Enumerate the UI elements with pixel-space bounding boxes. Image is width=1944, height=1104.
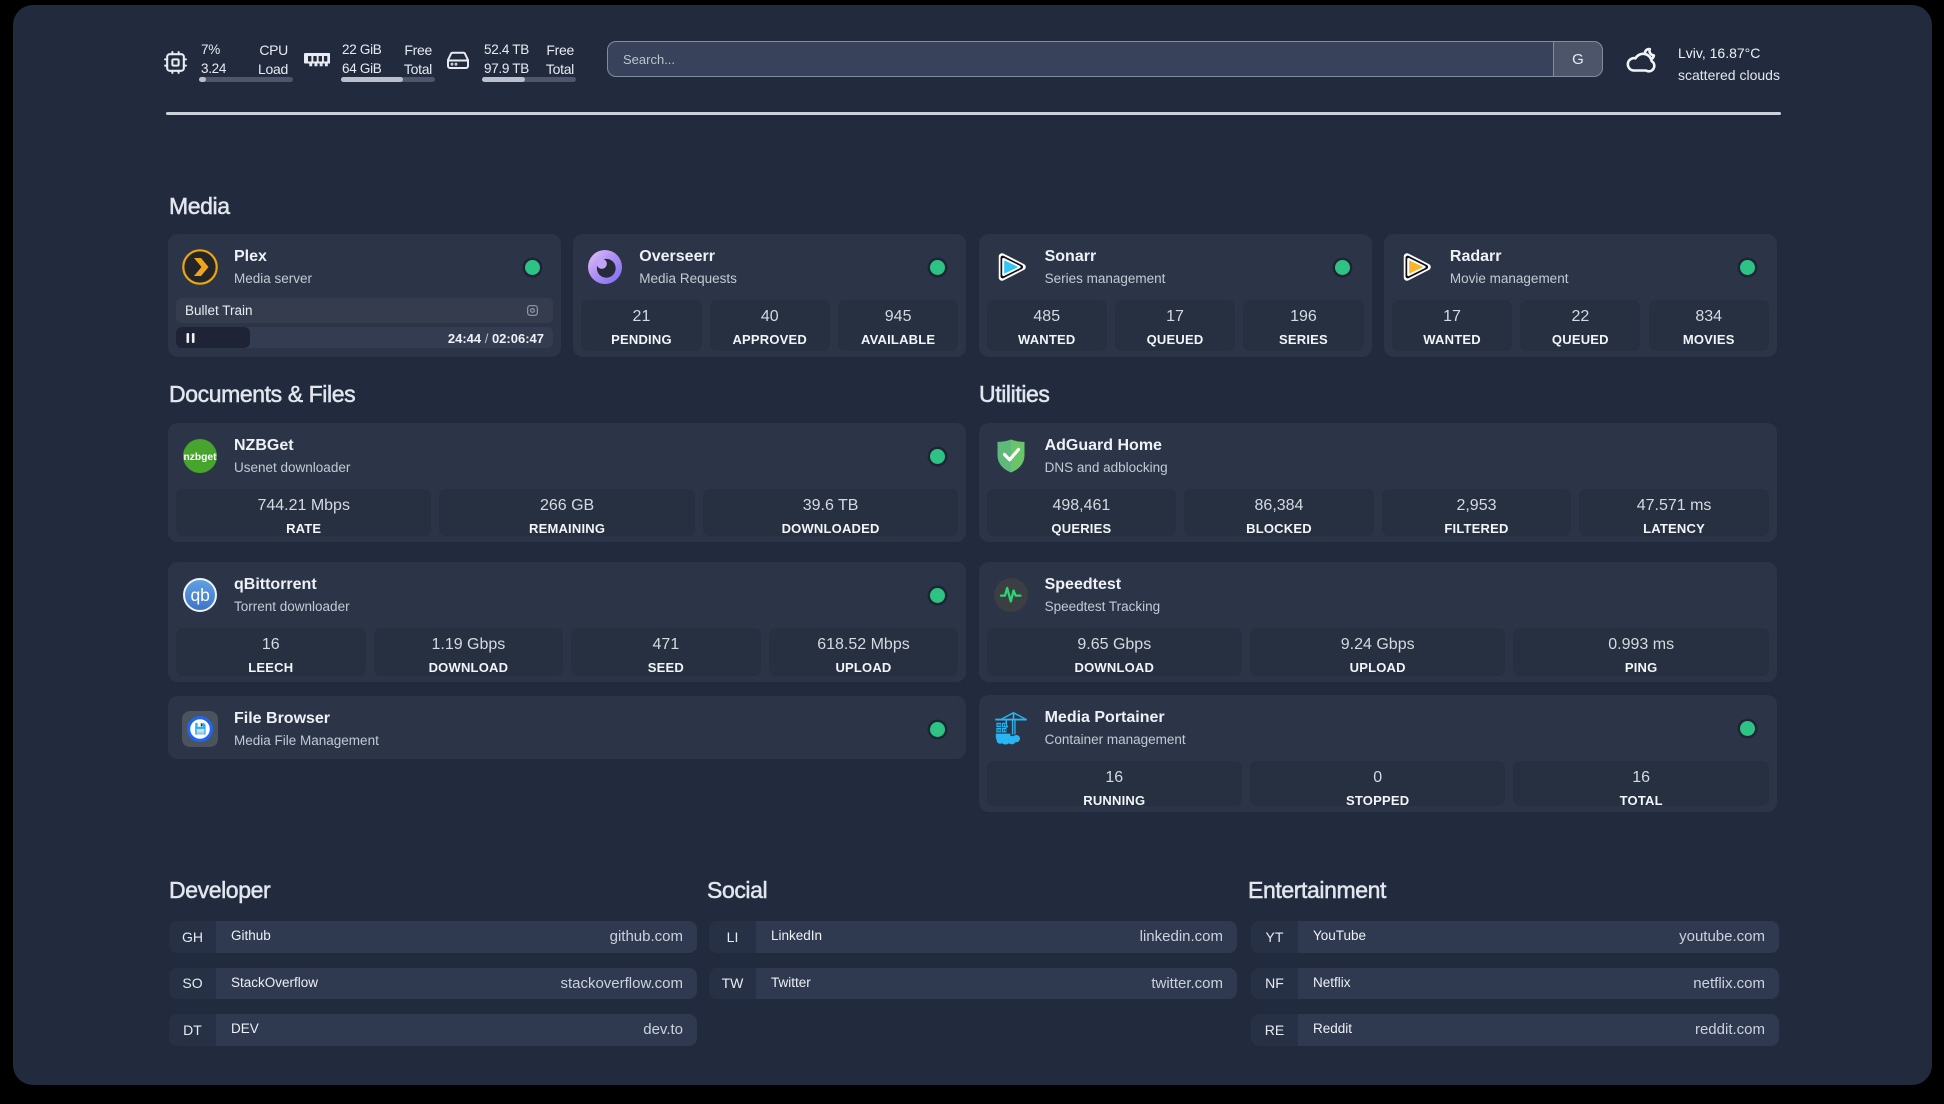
svg-text:nzbget: nzbget <box>184 452 218 463</box>
svg-text:qb: qb <box>190 585 209 605</box>
